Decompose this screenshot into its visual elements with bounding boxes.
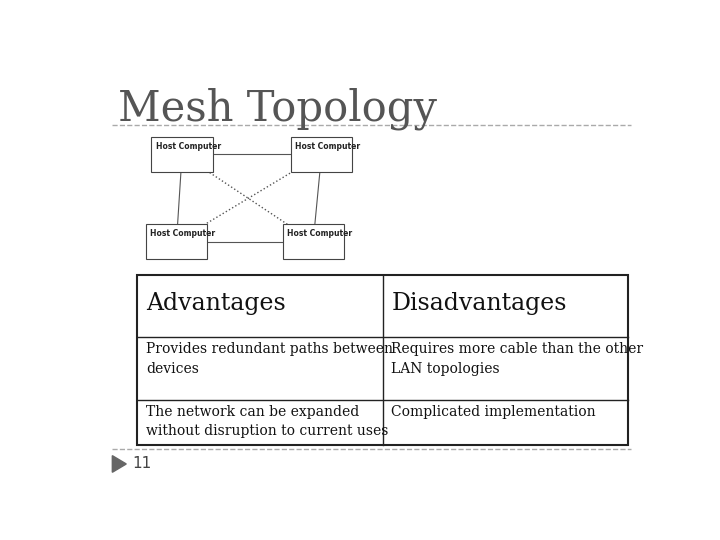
Bar bbox=[282, 224, 344, 259]
Text: Host Computer: Host Computer bbox=[287, 229, 352, 238]
Text: Host Computer: Host Computer bbox=[150, 229, 215, 238]
Text: Host Computer: Host Computer bbox=[295, 141, 361, 151]
Bar bbox=[151, 137, 213, 172]
Text: Host Computer: Host Computer bbox=[156, 141, 221, 151]
Text: The network can be expanded
without disruption to current uses: The network can be expanded without disr… bbox=[145, 404, 388, 438]
Text: Mesh Topology: Mesh Topology bbox=[118, 87, 437, 130]
Text: Disadvantages: Disadvantages bbox=[392, 292, 567, 315]
Bar bbox=[145, 224, 207, 259]
Text: Requires more cable than the other
LAN topologies: Requires more cable than the other LAN t… bbox=[392, 342, 644, 376]
Bar bbox=[138, 275, 629, 446]
Text: 11: 11 bbox=[132, 456, 151, 471]
Bar bbox=[291, 137, 352, 172]
Text: Provides redundant paths between
devices: Provides redundant paths between devices bbox=[145, 342, 393, 376]
Text: Advantages: Advantages bbox=[145, 292, 286, 315]
Polygon shape bbox=[112, 456, 126, 472]
Text: Complicated implementation: Complicated implementation bbox=[392, 404, 596, 418]
